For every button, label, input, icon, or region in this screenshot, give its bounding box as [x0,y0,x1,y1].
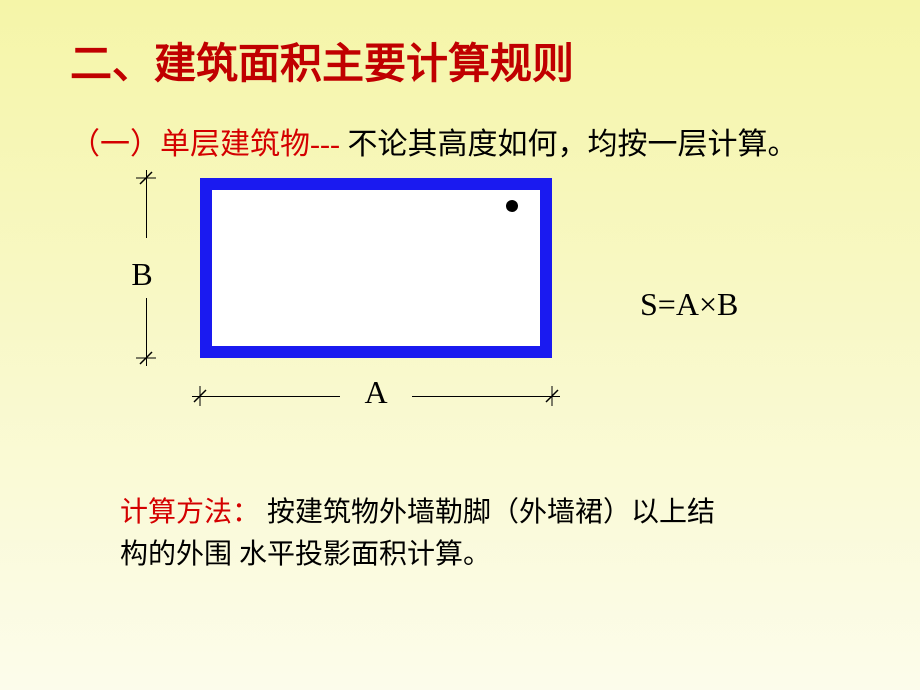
rule-body: 不论其高度如何，均按一层计算。 [347,128,797,161]
dim-a-tick-left [192,386,208,406]
dim-a-tick-right [544,386,560,406]
dim-b-tick-bottom [136,350,156,366]
calc-method: 计算方法： 按建筑物外墙勒脚（外墙裙）以上结 构的外围 水平投影面积计算。 [120,492,820,576]
method-prefix: 计算方法： [120,497,260,528]
slide-content: 二、建筑面积主要计算规则 （一）单层建筑物--- 不论其高度如何，均按一层计算。… [0,0,920,163]
reference-dot [506,200,518,212]
dim-b-label: B [122,256,162,293]
area-formula: S=A×B [640,286,738,323]
dim-a-ext-line-right [412,396,560,397]
rule-heading: （一）单层建筑物--- 不论其高度如何，均按一层计算。 [0,91,920,163]
diagram: B A S=A×B [140,178,840,438]
dim-b-tick-top [136,170,156,186]
method-body-line2: 构的外围 水平投影面积计算。 [120,539,491,570]
dim-a-label: A [340,374,412,411]
rule-prefix: （一）单层建筑物--- [70,128,347,161]
dim-a-ext-line-left [192,396,340,397]
building-wall-inner [212,190,540,346]
method-body-line1: 按建筑物外墙勒脚（外墙裙）以上结 [260,497,715,528]
section-title: 二、建筑面积主要计算规则 [0,0,920,91]
